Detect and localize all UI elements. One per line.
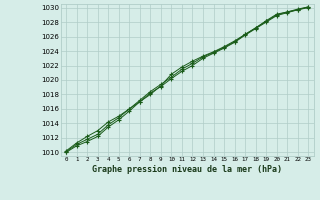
X-axis label: Graphe pression niveau de la mer (hPa): Graphe pression niveau de la mer (hPa)	[92, 165, 282, 174]
